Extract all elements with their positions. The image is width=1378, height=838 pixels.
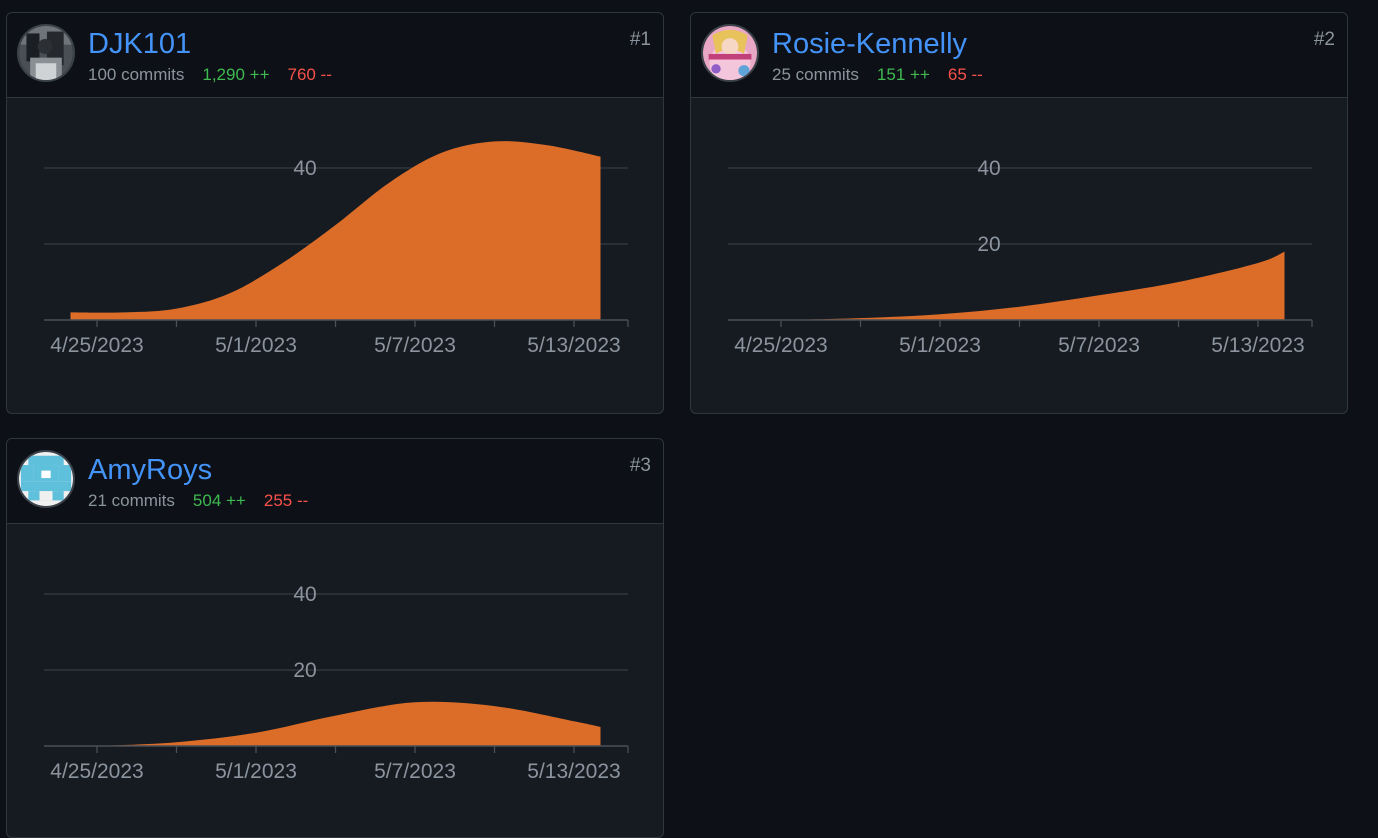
card-header: DJK101 100 commits 1,290 ++ 760 -- #1	[7, 13, 663, 98]
y-tick-label: 20	[977, 233, 1000, 256]
contributions-area	[70, 141, 601, 320]
x-tick-label: 5/7/2023	[374, 334, 456, 357]
x-tick-label: 5/1/2023	[215, 334, 297, 357]
x-tick-label: 5/1/2023	[899, 334, 981, 357]
x-tick-label: 5/13/2023	[1211, 334, 1304, 357]
y-tick-label: 40	[977, 157, 1000, 180]
commit-count: 100 commits	[88, 65, 185, 84]
contributor-stats: 21 commits 504 ++ 255 --	[88, 491, 308, 511]
contributor-card: AmyRoys 21 commits 504 ++ 255 -- #3 4/25/2…	[6, 438, 664, 838]
contributor-username-link[interactable]: Rosie-Kennelly	[772, 28, 968, 60]
contributions-area	[97, 701, 601, 746]
contributor-rank: #2	[1313, 29, 1335, 50]
photo-avatar-icon[interactable]	[17, 24, 75, 82]
contributions-area-chart: 4/25/2023 5/1/2023 5/7/2023 5/13/2023 40 20	[44, 583, 629, 783]
x-tick-label: 5/13/2023	[527, 760, 620, 783]
x-tick-label: 4/25/2023	[734, 334, 827, 357]
contributor-rank: #1	[629, 29, 651, 50]
x-tick-label: 5/13/2023	[527, 334, 620, 357]
pixel-identicon-icon[interactable]	[17, 450, 75, 508]
additions-count: 1,290 ++	[202, 65, 270, 84]
contributor-username-link[interactable]: DJK101	[88, 28, 192, 60]
deletions-count: 760 --	[287, 65, 332, 84]
contributor-card: Rosie-Kennelly 25 commits 151 ++ 65 -- #2 …	[690, 12, 1348, 414]
commit-count: 21 commits	[88, 491, 175, 510]
contributions-area-chart: 4/25/2023 5/1/2023 5/7/2023 5/13/2023 40	[44, 141, 629, 357]
cartoon-avatar-icon[interactable]	[701, 24, 759, 82]
card-header: AmyRoys 21 commits 504 ++ 255 -- #3	[7, 439, 663, 524]
contributor-stats: 100 commits 1,290 ++ 760 --	[88, 65, 332, 85]
y-tick-label: 40	[293, 157, 316, 180]
commit-count: 25 commits	[772, 65, 859, 84]
x-tick-label: 4/25/2023	[50, 760, 143, 783]
deletions-count: 255 --	[263, 491, 309, 510]
deletions-count: 65 --	[947, 65, 983, 84]
contributions-area-chart: 4/25/2023 5/1/2023 5/7/2023 5/13/2023 40 20	[728, 157, 1313, 357]
additions-count: 504 ++	[192, 491, 246, 510]
y-tick-label: 20	[293, 659, 316, 682]
y-tick-label: 40	[293, 583, 316, 606]
contributor-username-link[interactable]: AmyRoys	[88, 454, 213, 486]
x-tick-label: 4/25/2023	[50, 334, 143, 357]
contributor-stats: 25 commits 151 ++ 65 --	[772, 65, 983, 85]
contributor-card: DJK101 100 commits 1,290 ++ 760 -- #1 4/25…	[6, 12, 664, 414]
x-tick-label: 5/7/2023	[374, 760, 456, 783]
contributions-area	[781, 251, 1285, 320]
contributor-rank: #3	[629, 455, 651, 476]
card-header: Rosie-Kennelly 25 commits 151 ++ 65 -- #2	[691, 13, 1347, 98]
x-tick-label: 5/7/2023	[1058, 334, 1140, 357]
additions-count: 151 ++	[876, 65, 930, 84]
x-tick-label: 5/1/2023	[215, 760, 297, 783]
